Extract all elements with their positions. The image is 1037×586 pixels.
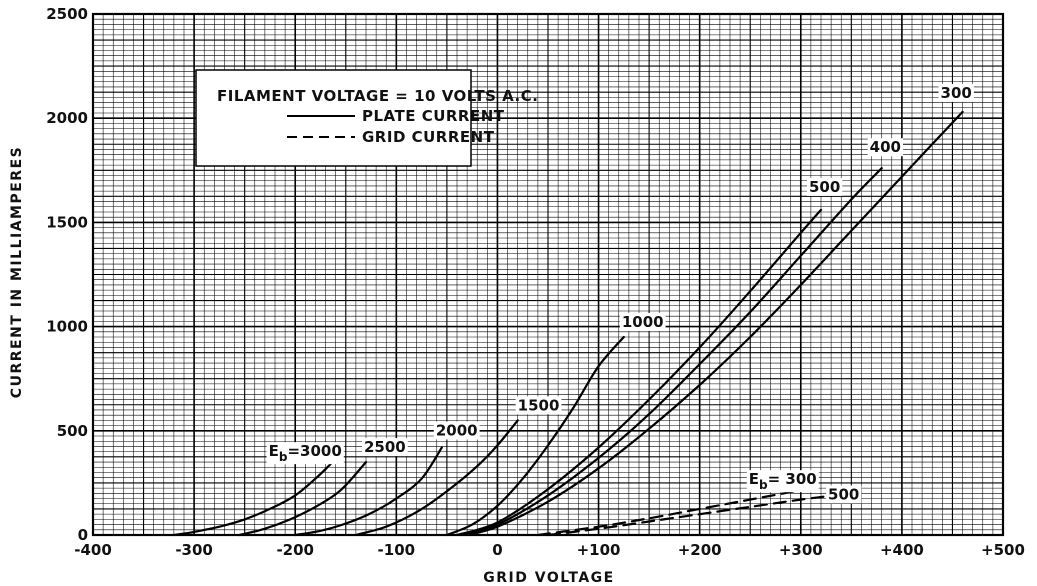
x-tick-label: -300 <box>175 541 213 559</box>
plate-current-curve-2000 <box>294 446 443 537</box>
plate-current-curve-400 <box>461 167 883 537</box>
curve-label-text: Eb=3000 <box>269 442 342 464</box>
y-tick-label: 1000 <box>46 318 88 336</box>
curve-label-text: 1000 <box>622 313 664 331</box>
legend-header: FILAMENT VOLTAGE = 10 VOLTS A.C. <box>217 87 538 105</box>
grid-current-curve-300 <box>536 489 802 537</box>
curve-label-backing <box>867 138 903 157</box>
x-axis-ticks: -400 -300 -200 -100 0 +100 +200 +300 +400 +500 <box>74 541 1025 559</box>
x-tick-label: +200 <box>678 541 722 559</box>
plate-current-curve-2500 <box>238 461 368 537</box>
x-axis-label: GRID VOLTAGE <box>483 570 614 586</box>
x-tick-label: +100 <box>577 541 621 559</box>
curve-label-text: 500 <box>809 178 840 196</box>
x-tick-label: -400 <box>74 541 112 559</box>
curve-label-subscript: b <box>279 450 288 464</box>
legend-grid-current: GRID CURRENT <box>362 128 495 146</box>
legend-box <box>195 69 472 167</box>
curve-label-backing <box>746 470 819 493</box>
curve-label-backing <box>938 83 974 102</box>
x-tick-label: +300 <box>779 541 823 559</box>
plate-current-curve-300 <box>466 110 964 537</box>
y-tick-label: 2000 <box>46 109 88 127</box>
curve-label-value: =3000 <box>287 442 341 460</box>
plate-current-curve-1000 <box>445 335 625 537</box>
curve-label-plate-400: 400 <box>867 138 903 157</box>
grid-current-curve-500 <box>546 495 828 537</box>
curve-label-plate-3000: Eb=3000 <box>266 442 344 465</box>
plate-current-curve-500 <box>455 208 823 537</box>
x-tick-label: 0 <box>492 541 502 559</box>
legend-plate-current: PLATE CURRENT <box>362 107 505 125</box>
curve-label-plate-1000: 1000 <box>619 313 666 332</box>
curve-label-backing <box>515 396 562 415</box>
x-tick-label: -100 <box>378 541 416 559</box>
y-axis-ticks: 0 500 1000 1500 2000 2500 <box>46 5 88 544</box>
curve-label-text: 400 <box>870 138 901 156</box>
y-tick-label: 500 <box>57 422 88 440</box>
plate-current-curve-1500 <box>354 419 519 537</box>
curve-label-value: = 300 <box>768 470 817 488</box>
curve-label-text: 500 <box>828 485 859 503</box>
curve-label-plate-500: 500 <box>807 177 843 196</box>
curve-label-text: Eb= 300 <box>749 470 817 492</box>
x-tick-label: -200 <box>276 541 314 559</box>
curve-label-plate-2500: 2500 <box>362 438 408 457</box>
curve-label-subscript: b <box>759 478 768 492</box>
curve-label-plate-300: 300 <box>938 83 974 102</box>
curve-label-symbol: E <box>749 470 759 488</box>
x-tick-label: +500 <box>981 541 1025 559</box>
plate-current-curve-3000 <box>172 463 332 537</box>
legend: FILAMENT VOLTAGE = 10 VOLTS A.C. PLATE C… <box>195 69 538 167</box>
curve-label-grid-500: 500 <box>826 485 862 504</box>
y-tick-label: 1500 <box>46 213 88 231</box>
curve-label-grid-300: Eb= 300 <box>746 470 819 493</box>
curve-label-text: 2000 <box>436 421 478 439</box>
curve-label-plate-1500: 1500 <box>515 396 562 415</box>
x-tick-label: +400 <box>880 541 924 559</box>
curve-label-text: 1500 <box>518 396 560 414</box>
curve-label-backing <box>807 177 843 196</box>
curve-label-plate-2000: 2000 <box>433 421 480 440</box>
curve-label-symbol: E <box>269 442 279 460</box>
y-axis-label: CURRENT IN MILLIAMPERES <box>9 146 25 398</box>
curve-label-backing <box>433 421 480 440</box>
y-tick-label: 0 <box>78 526 88 544</box>
curve-label-text: 2500 <box>364 438 406 456</box>
curves <box>172 110 964 537</box>
curve-label-text: 300 <box>941 84 972 102</box>
curve-label-backing <box>619 313 666 332</box>
curve-label-backing <box>266 442 344 465</box>
curve-label-backing <box>362 438 408 457</box>
y-tick-label: 2500 <box>46 5 88 23</box>
curve-label-backing <box>826 485 862 504</box>
